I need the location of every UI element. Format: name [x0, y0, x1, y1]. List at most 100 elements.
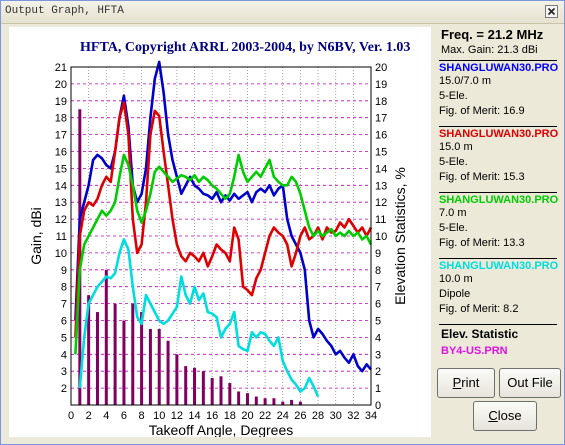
- x-tick-label: 30: [330, 410, 342, 422]
- y-tick-label: 10: [55, 248, 67, 260]
- elevation-bar: [193, 367, 197, 405]
- y2-tick-label: 2: [375, 366, 381, 378]
- x-tick-label: 18: [224, 410, 236, 422]
- x-tick-label: 28: [312, 410, 324, 422]
- y2-tick-label: 4: [375, 332, 381, 344]
- x-tick-label: 14: [188, 410, 200, 422]
- y2-axis-label: Elevation Statistics, %: [392, 167, 408, 305]
- close-button-label: lose: [497, 408, 522, 423]
- x-tick-label: 12: [171, 410, 183, 422]
- y-tick-label: 5: [61, 332, 67, 344]
- file-antenna: 5-Ele.: [439, 90, 468, 102]
- y2-tick-label: 1: [375, 383, 381, 395]
- elevation-bar: [131, 303, 135, 405]
- divider: [439, 258, 557, 259]
- elevation-bar: [298, 401, 302, 405]
- y2-tick-label: 3: [375, 349, 381, 361]
- elevation-bar: [272, 398, 276, 405]
- divider: [439, 192, 557, 193]
- x-tick-label: 8: [139, 410, 145, 422]
- y-tick-label: 17: [55, 130, 67, 142]
- file-height: 7.0 m: [439, 207, 467, 219]
- file-name: SHANGLUWAN30.PRO: [439, 128, 559, 140]
- print-button-label: rint: [461, 375, 480, 390]
- divider: [439, 324, 557, 325]
- y-tick-label: 21: [55, 62, 67, 74]
- y-tick-label: 2: [61, 383, 67, 395]
- x-axis-label: Takeoff Angle, Degrees: [149, 422, 294, 437]
- gain-series-line: [78, 238, 320, 398]
- close-button[interactable]: Close: [473, 401, 537, 431]
- y-tick-label: 3: [61, 366, 67, 378]
- y-tick-label: 18: [55, 113, 67, 125]
- elevation-bar: [175, 354, 179, 405]
- title-bar[interactable]: Output Graph, HFTA: [1, 1, 564, 24]
- gain-series-line: [74, 153, 373, 355]
- y-tick-label: 15: [55, 163, 67, 175]
- y2-tick-label: 17: [375, 113, 387, 125]
- window-close-button[interactable]: [545, 5, 558, 18]
- x-tick-label: 6: [121, 410, 127, 422]
- elevation-bar: [219, 376, 223, 405]
- y2-tick-label: 6: [375, 299, 381, 311]
- file-merit: Fig. of Merit: 16.9: [439, 105, 525, 117]
- elevation-bar: [290, 399, 294, 405]
- y-tick-label: 19: [55, 96, 67, 108]
- gain-series-line: [74, 60, 372, 373]
- max-gain-label: Max. Gain: 21.3 dBi: [441, 44, 538, 56]
- y-tick-label: 8: [61, 282, 67, 294]
- file-entry-1: SHANGLUWAN30.PRO 15.0/7.0 m 5-Ele. Fig. …: [439, 62, 563, 119]
- y-tick-label: 9: [61, 265, 67, 277]
- y2-tick-label: 16: [375, 130, 387, 142]
- file-height: 15.0 m: [439, 141, 473, 153]
- x-tick-label: 20: [241, 410, 253, 422]
- y2-tick-label: 18: [375, 96, 387, 108]
- y-tick-label: 7: [61, 299, 67, 311]
- elevation-bar: [95, 312, 99, 405]
- y-tick-label: 6: [61, 316, 67, 328]
- elevation-bar: [237, 391, 241, 405]
- side-panel: Freq. = 21.2 MHz Max. Gain: 21.3 dBi SHA…: [435, 27, 563, 437]
- file-entry-2: SHANGLUWAN30.PRO 15.0 m 5-Ele. Fig. of M…: [439, 128, 563, 185]
- y2-tick-label: 7: [375, 282, 381, 294]
- x-tick-label: 32: [347, 410, 359, 422]
- close-icon: [547, 7, 556, 16]
- elevation-bar: [254, 396, 258, 405]
- y2-tick-label: 12: [375, 197, 387, 209]
- out-file-button[interactable]: Out File: [499, 368, 561, 398]
- y-tick-label: 16: [55, 147, 67, 159]
- y-tick-label: 4: [61, 349, 67, 361]
- elevation-bar: [87, 295, 91, 405]
- divider: [439, 60, 557, 61]
- x-tick-label: 2: [86, 410, 92, 422]
- file-merit: Fig. of Merit: 8.2: [439, 303, 519, 315]
- chart-panel: HFTA, Copyright ARRL 2003-2004, by N6BV,…: [9, 27, 431, 437]
- x-tick-label: 16: [206, 410, 218, 422]
- file-height: 10.0 m: [439, 273, 473, 285]
- elevation-bar: [201, 371, 205, 405]
- elev-statistic-file: BY4-US.PRN: [441, 345, 508, 357]
- elevation-bar: [113, 303, 117, 405]
- file-entry-3: SHANGLUWAN30.PRO 7.0 m 5-Ele. Fig. of Me…: [439, 194, 563, 251]
- y-tick-label: 13: [55, 197, 67, 209]
- y2-tick-label: 14: [375, 163, 387, 175]
- elevation-bar: [148, 328, 152, 405]
- plot-border: [70, 66, 372, 406]
- file-antenna: 5-Ele.: [439, 156, 468, 168]
- elevation-bar: [228, 383, 232, 405]
- y-tick-label: 14: [55, 180, 67, 192]
- y2-tick-label: 5: [375, 316, 381, 328]
- gain-chart: HFTA, Copyright ARRL 2003-2004, by N6BV,…: [28, 40, 410, 437]
- y2-tick-label: 13: [375, 180, 387, 192]
- y2-tick-label: 19: [375, 79, 387, 91]
- y2-tick-label: 0: [375, 400, 381, 412]
- elevation-bar: [104, 269, 108, 405]
- x-tick-label: 10: [153, 410, 165, 422]
- file-name: SHANGLUWAN30.PRO: [439, 260, 559, 272]
- elev-statistic-title: Elev. Statistic: [441, 327, 519, 341]
- file-merit: Fig. of Merit: 13.3: [439, 237, 525, 249]
- file-height: 15.0/7.0 m: [439, 75, 491, 87]
- print-button[interactable]: Print: [437, 368, 495, 398]
- window-title: Output Graph, HFTA: [5, 5, 124, 17]
